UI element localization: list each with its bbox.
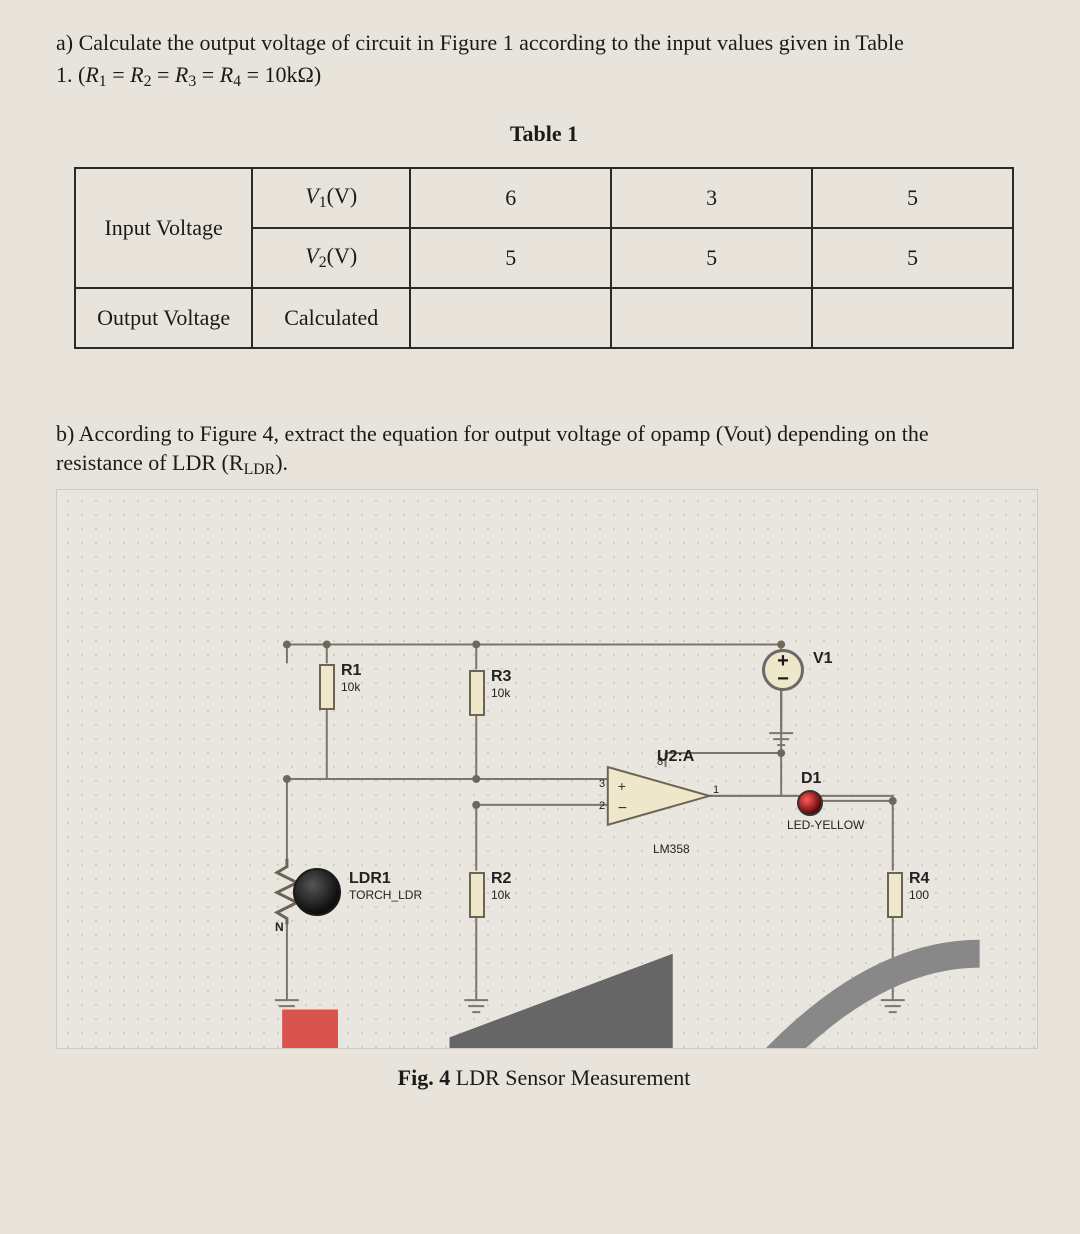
label-lm358: LM358 [653,842,690,856]
label-v1: V1 [813,650,833,668]
table1-out-c3 [812,288,1013,348]
opamp-u2a: + − [608,767,710,825]
pin-1: 1 [713,784,719,796]
pin-2: 2 [599,800,605,812]
table1-row-header-input: Input Voltage [75,168,252,288]
torch-icon [113,870,1038,1049]
table1-calc-label: Calculated [252,288,410,348]
value-r1: 10k [341,680,360,694]
component-r1 [319,664,335,710]
problem-a-text: a) Calculate the output voltage of circu… [56,28,1032,58]
svg-text:−: − [618,799,627,816]
component-v1: +− [762,649,804,691]
component-r3 [469,670,485,716]
table1-v2-c3: 5 [812,228,1013,288]
table1-v2-c1: 5 [410,228,611,288]
svg-text:+: + [618,778,626,794]
figure-4-caption: Fig. 4 LDR Sensor Measurement [56,1065,1032,1091]
table1-v1-label: V1(V) [252,168,410,228]
label-d1: D1 [801,770,821,788]
component-d1-led [797,790,823,816]
pin-3: 3 [599,778,605,790]
table1-out-c1 [410,288,611,348]
problem-a-equation: 1. (R1 = R2 = R3 = R4 = 10kΩ) [56,62,1032,91]
table1: Input Voltage V1(V) 6 3 5 V2(V) 5 5 5 Ou… [74,167,1014,349]
figure-4-schematic: + − R1 10k R3 10k R2 10k R4 100 LDR1 TOR… [56,489,1038,1049]
table1-v2-c2: 5 [611,228,812,288]
table1-v1-c2: 3 [611,168,812,228]
label-led-yellow: LED-YELLOW [787,818,864,832]
table1-caption: Table 1 [56,121,1032,147]
table1-v2-label: V2(V) [252,228,410,288]
pin-8: 8 [657,756,663,768]
table1-out-c2 [611,288,812,348]
table1-v1-c1: 6 [410,168,611,228]
table1-row-header-output: Output Voltage [75,288,252,348]
problem-b-text: b) According to Figure 4, extract the eq… [56,419,1032,481]
value-r3: 10k [491,686,510,700]
label-r3: R3 [491,668,511,686]
table1-v1-c3: 5 [812,168,1013,228]
label-r1: R1 [341,662,361,680]
